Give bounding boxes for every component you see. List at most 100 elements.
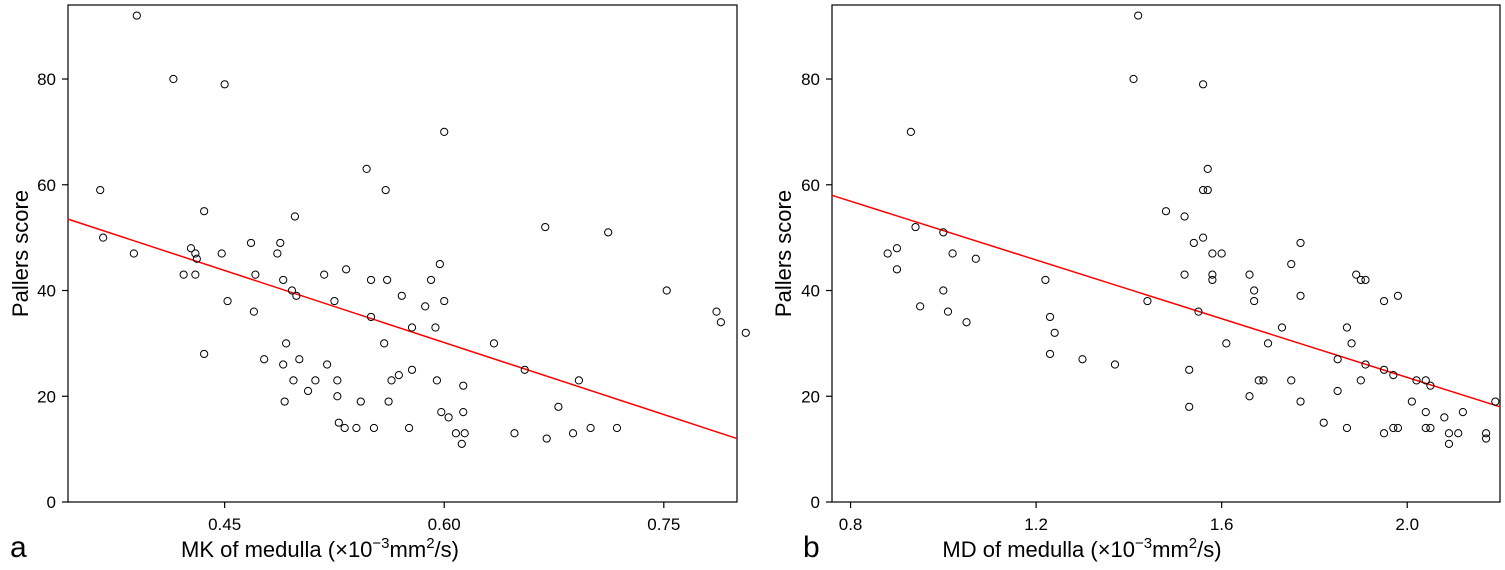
data-point	[1217, 249, 1226, 258]
data-point	[939, 228, 948, 237]
data-point	[971, 254, 980, 263]
data-point	[1342, 323, 1352, 332]
data-point	[1296, 397, 1305, 406]
data-point	[333, 376, 342, 385]
data-point	[340, 423, 349, 433]
data-point	[1277, 323, 1287, 332]
data-point	[282, 339, 291, 348]
data-point	[460, 429, 469, 438]
data-point	[1250, 286, 1259, 295]
data-point	[1361, 275, 1370, 285]
data-point	[381, 185, 390, 195]
data-point	[289, 376, 298, 385]
data-point	[1199, 233, 1208, 242]
data-point	[380, 339, 389, 348]
data-point	[1263, 339, 1273, 348]
data-point	[217, 249, 226, 258]
data-point	[1185, 365, 1194, 374]
data-point	[1319, 418, 1328, 427]
data-point	[96, 185, 105, 195]
data-point	[1208, 275, 1217, 285]
y-axis-label: Pallers score	[771, 190, 796, 317]
data-point	[1245, 270, 1254, 279]
data-point	[1393, 423, 1403, 433]
data-point	[1412, 376, 1421, 385]
data-point	[397, 291, 406, 300]
data-point	[290, 212, 300, 221]
data-point	[200, 207, 209, 216]
data-point	[662, 286, 671, 295]
y-tick-label: 40	[801, 282, 820, 301]
data-point	[1421, 376, 1430, 385]
data-point	[394, 371, 403, 380]
x-axis-label-part: mm	[1152, 537, 1189, 562]
data-point	[186, 244, 196, 253]
data-point	[1078, 355, 1087, 364]
data-point	[1110, 360, 1120, 369]
data-point	[273, 249, 282, 258]
data-point	[741, 328, 750, 337]
data-point	[1458, 408, 1467, 417]
data-point	[179, 270, 188, 279]
data-point	[1050, 328, 1059, 337]
data-point	[939, 286, 948, 295]
data-point	[431, 323, 440, 332]
data-point	[129, 249, 138, 258]
data-point	[279, 360, 288, 369]
y-tick-label: 0	[47, 493, 56, 512]
x-tick-label: 1.6	[1210, 515, 1234, 534]
data-point	[1180, 212, 1189, 221]
data-point	[437, 408, 446, 417]
x-tick-label: 2.0	[1395, 515, 1419, 534]
data-point	[330, 296, 339, 306]
data-point	[510, 429, 519, 438]
data-point	[1045, 312, 1055, 322]
data-point	[1180, 270, 1189, 279]
data-point	[1342, 423, 1352, 433]
y-tick-label: 20	[801, 387, 820, 406]
y-tick-label: 80	[37, 70, 56, 89]
data-point	[1407, 397, 1416, 406]
data-point	[292, 291, 301, 300]
data-point	[612, 423, 622, 433]
data-point	[444, 413, 453, 422]
data-point	[435, 259, 444, 269]
data-point	[568, 429, 578, 438]
data-point	[542, 434, 551, 443]
data-point	[1333, 355, 1342, 364]
data-point	[554, 402, 563, 411]
data-point	[1045, 349, 1055, 359]
data-point	[1194, 307, 1203, 316]
data-point	[279, 275, 288, 285]
data-point	[1444, 429, 1454, 438]
data-point	[362, 164, 371, 174]
data-point	[911, 222, 920, 232]
data-point	[440, 296, 449, 306]
data-point	[404, 423, 414, 433]
data-point	[407, 323, 417, 332]
data-point	[1245, 392, 1254, 401]
y-tick-label: 0	[811, 493, 820, 512]
data-point	[1454, 429, 1463, 438]
y-tick-label: 60	[37, 176, 56, 195]
data-point	[356, 397, 365, 406]
data-point	[1203, 185, 1212, 195]
data-point	[1421, 423, 1430, 433]
regression-line	[831, 194, 1501, 408]
x-axis-label-part: MD of medulla (	[942, 537, 1098, 562]
data-point	[334, 418, 343, 427]
x-tick-label: 1.2	[1024, 515, 1048, 534]
data-point	[426, 275, 436, 285]
x-axis-label-part: 10	[348, 537, 372, 562]
data-point	[320, 270, 329, 279]
data-point	[387, 376, 396, 385]
data-point	[1134, 11, 1143, 20]
data-point	[191, 270, 200, 279]
data-point	[191, 249, 200, 258]
data-point	[440, 127, 449, 136]
data-point	[1361, 360, 1370, 369]
data-point	[303, 386, 313, 396]
x-axis-label-superscript: −3	[1135, 535, 1152, 552]
data-point	[1199, 185, 1208, 195]
